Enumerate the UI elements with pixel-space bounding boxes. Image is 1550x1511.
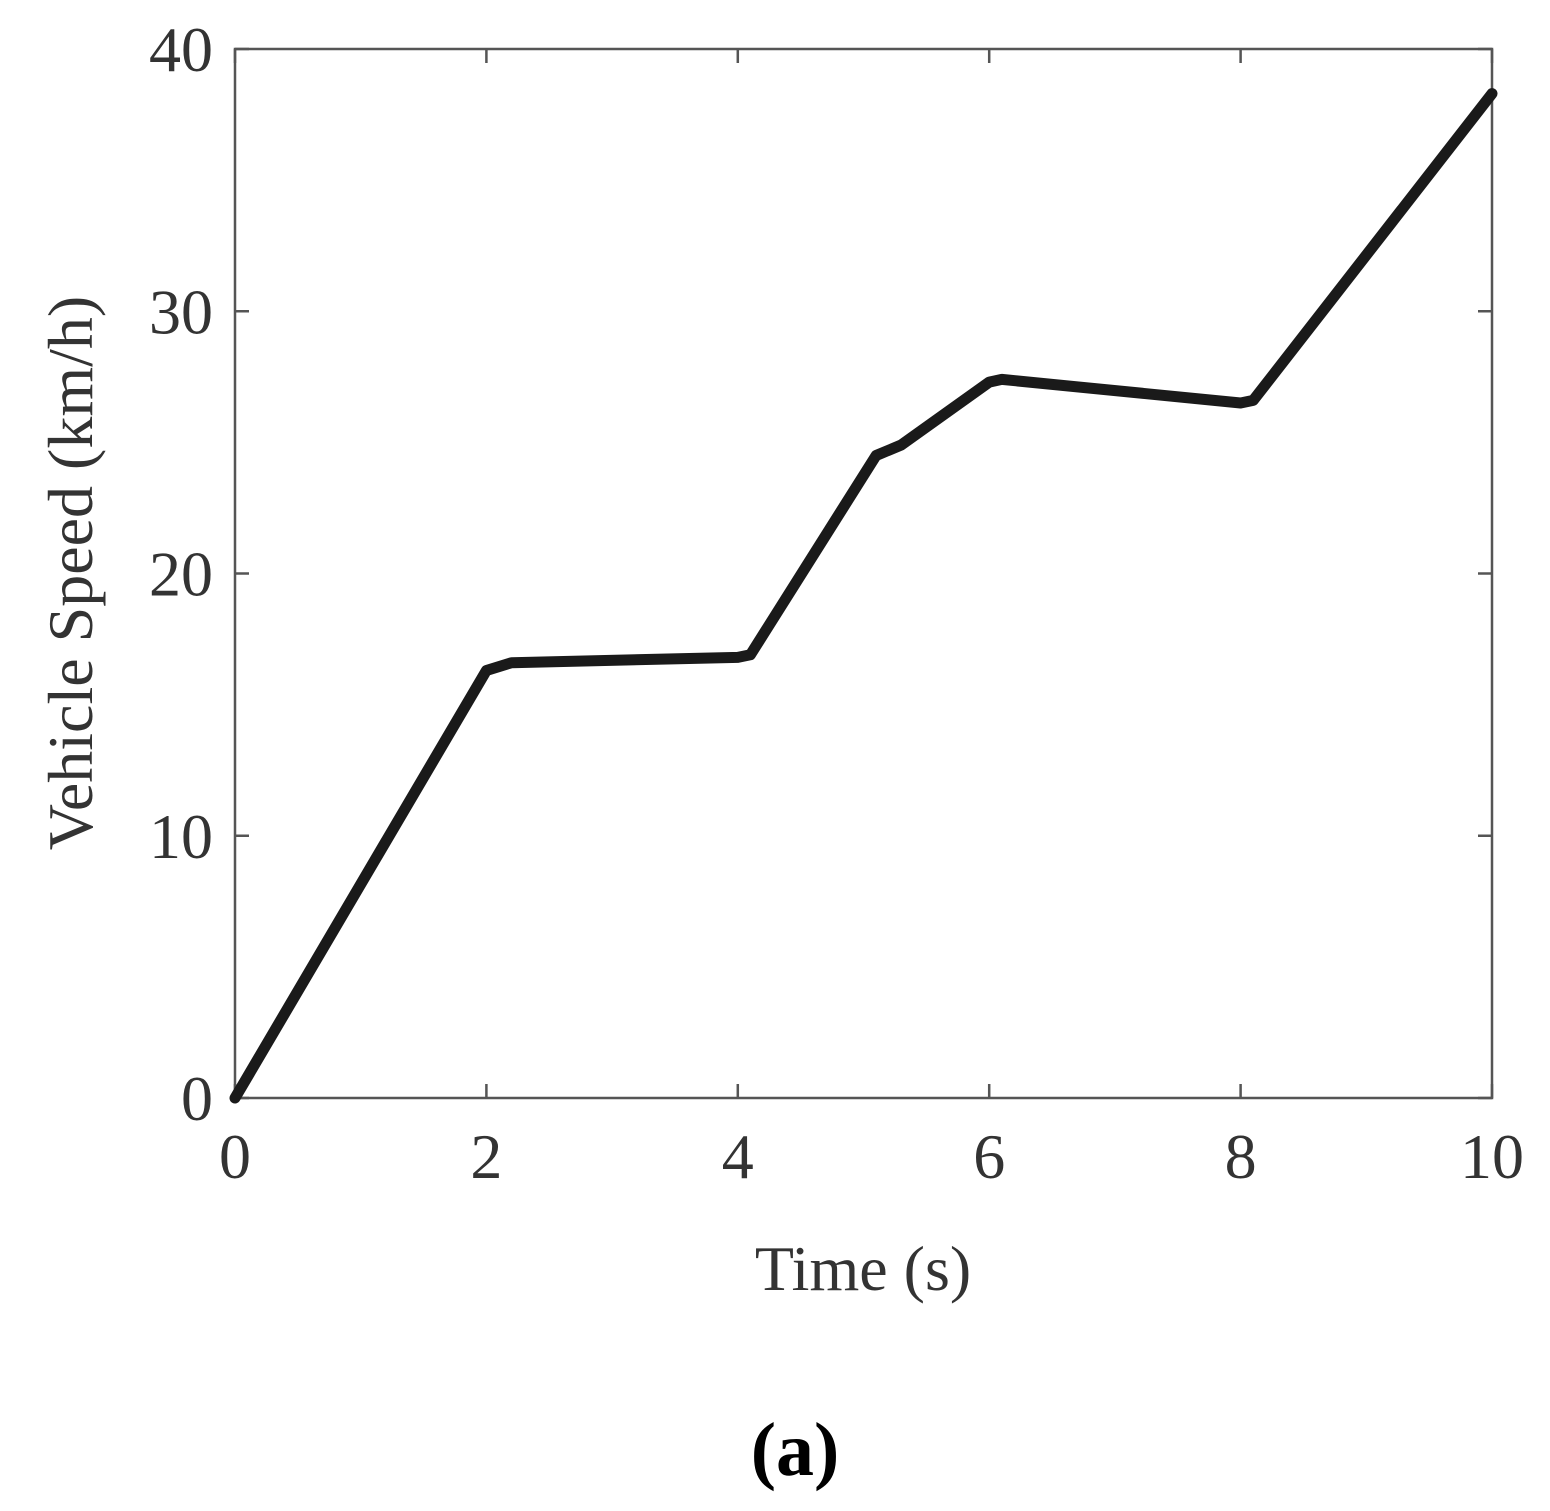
y-tick-label: 0 <box>181 1063 213 1134</box>
y-tick-label: 20 <box>149 539 213 610</box>
series-layer <box>229 88 1498 1104</box>
x-tick-label: 6 <box>973 1121 1005 1192</box>
x-tick-label: 8 <box>1225 1121 1257 1192</box>
panel-label: (a) <box>751 1408 840 1492</box>
speed-series-line <box>229 88 1498 1104</box>
x-axis: 0 2 4 6 8 10 <box>219 49 1524 1192</box>
x-tick-label: 2 <box>470 1121 502 1192</box>
plot-frame <box>233 47 1494 1100</box>
x-tick-label: 10 <box>1460 1121 1524 1192</box>
x-tick-label: 0 <box>219 1121 251 1192</box>
y-tick-label: 10 <box>149 801 213 872</box>
plot-area-border <box>233 47 1494 1100</box>
y-axis: 0 10 20 30 40 <box>149 14 1492 1134</box>
x-tick-label: 4 <box>722 1121 754 1192</box>
y-axis-label: Vehicle Speed (km/h) <box>35 296 106 851</box>
x-axis-label: Time (s) <box>755 1233 971 1304</box>
y-tick-label: 40 <box>149 14 213 85</box>
y-tick-label: 30 <box>149 276 213 347</box>
